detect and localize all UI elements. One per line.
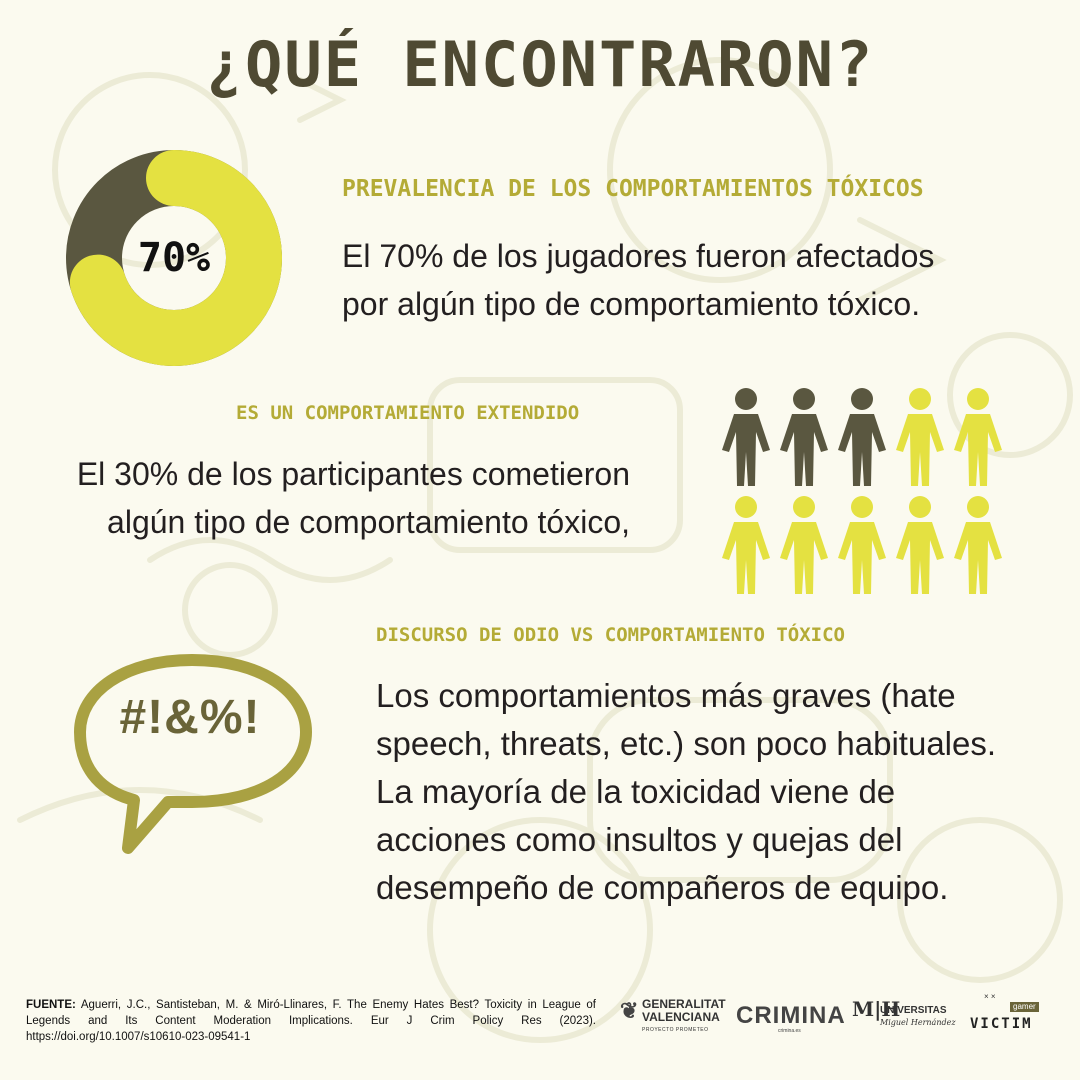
crimina-logo: CRIMINA crimina.es [736, 1002, 846, 1034]
section3-heading: DISCURSO DE ODIO VS COMPORTAMIENTO TÓXIC… [376, 624, 845, 646]
section1-heading: PREVALENCIA DE LOS COMPORTAMIENTOS TÓXIC… [342, 176, 924, 202]
crimina-sub: crimina.es [778, 1028, 801, 1034]
page-title: ¿QUÉ ENCONTRARON? [205, 28, 875, 101]
donut-label: 70% [137, 235, 211, 281]
gamer-victim-gamer: gamer [1010, 1002, 1039, 1012]
person-icon [838, 388, 886, 486]
gamer-victim-marks: × × [984, 992, 996, 1001]
generalitat-shield-icon: ❦ [620, 998, 639, 1023]
source-citation: FUENTE: Aguerri, J.C., Santisteban, M. &… [26, 997, 596, 1045]
bubble-symbols: #!&%! [119, 691, 261, 744]
gamer-victim-logo: × × gamer VICTIM [966, 992, 1044, 1032]
donut-arc-affected [66, 150, 282, 366]
person-icon [838, 496, 886, 594]
section2-body: El 30% de los participantes cometieron a… [30, 450, 630, 546]
section3-body-line: acciones como insultos y quejas del [376, 821, 903, 858]
donut-chart [66, 150, 282, 366]
section1-body-line1: El 70% de los jugadores fueron afectados [342, 238, 935, 274]
pictogram-people [722, 388, 1002, 594]
section2-heading: ES UN COMPORTAMIENTO EXTENDIDO [236, 402, 580, 424]
source-text: Aguerri, J.C., Santisteban, M. & Miró-Ll… [26, 999, 596, 1043]
person-icon [780, 496, 828, 594]
person-icon [896, 388, 944, 486]
person-icon [722, 496, 770, 594]
section2-body-line1: El 30% de los participantes cometieron [76, 456, 630, 492]
umh-line1: UNIVERSITAS [880, 1005, 947, 1016]
gamer-victim-victim: VICTIM [970, 1016, 1033, 1032]
person-icon [896, 496, 944, 594]
section3-body-line: Los comportamientos más graves (hate [376, 677, 956, 714]
crimina-wordmark: CRIMINA [736, 1002, 846, 1029]
section3-body-line: desempeño de compañeros de equipo. [376, 869, 949, 906]
person-icon [954, 496, 1002, 594]
section1-body: El 70% de los jugadores fueron afectados… [342, 232, 1062, 328]
section3-body-line: speech, threats, etc.) son poco habitual… [376, 725, 997, 762]
generalitat-line2: VALENCIANA [642, 1010, 720, 1024]
umh-line2: Miguel Hernández [880, 1018, 956, 1027]
speech-bubble-icon [74, 654, 312, 854]
person-icon [780, 388, 828, 486]
umh-mark: M|H [852, 997, 901, 1021]
section2-body-line2: algún tipo de comportamiento tóxico, [107, 504, 630, 540]
generalitat-sub: PROYECTO PROMETEO [642, 1027, 709, 1033]
generalitat-logo: ❦ GENERALITAT VALENCIANA PROYECTO PROMET… [620, 998, 726, 1037]
section3-body: Los comportamientos más graves (hate spe… [376, 672, 1066, 912]
source-label: FUENTE: [26, 999, 76, 1011]
person-icon [722, 388, 770, 486]
section1-body-line2: por algún tipo de comportamiento tóxico. [342, 286, 921, 322]
person-icon [954, 388, 1002, 486]
generalitat-line1: GENERALITAT [642, 997, 726, 1011]
section3-body-line: La mayoría de la toxicidad viene de [376, 773, 896, 810]
